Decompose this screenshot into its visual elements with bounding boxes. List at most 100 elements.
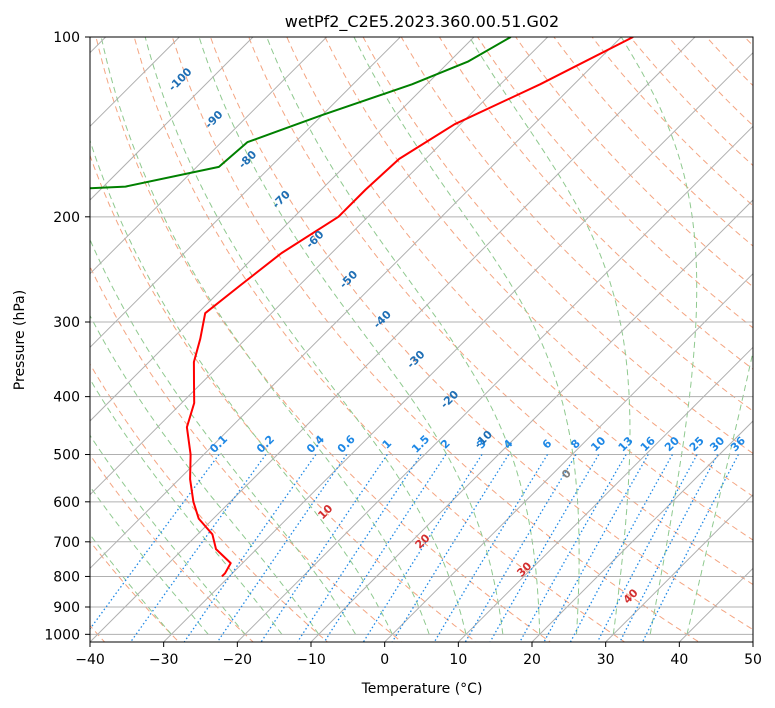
dry-adiabat <box>705 37 753 87</box>
isotherm-line <box>90 37 622 570</box>
moist-adiabat-label: -10 <box>472 428 495 451</box>
y-tick-label: 400 <box>53 390 80 406</box>
moist-adiabat-label: -30 <box>404 348 427 371</box>
isotherm-line <box>605 493 753 642</box>
moist-adiabat <box>620 37 698 635</box>
isotherm-line <box>90 37 549 496</box>
moist-adiabat-label: -80 <box>236 148 259 171</box>
isotherm-line <box>236 125 753 642</box>
mixing-ratio-label: 1.5 <box>409 433 432 456</box>
mixing-ratio-line <box>260 454 388 642</box>
dry-adiabat-label: 20 <box>413 531 433 551</box>
dry-adiabat-label: 40 <box>621 586 641 606</box>
isotherm-line <box>163 51 753 642</box>
moist-adiabat-label: -50 <box>337 268 360 291</box>
isotherm-line <box>90 37 401 349</box>
y-tick-label: 500 <box>53 448 80 464</box>
moist-adiabat-label: -40 <box>371 308 394 331</box>
mixing-ratio-label: 0.2 <box>254 433 277 456</box>
x-tick-label: −20 <box>223 652 253 668</box>
dry-adiabat <box>90 154 477 642</box>
moist-adiabat-label: -20 <box>438 388 461 411</box>
moist-adiabat <box>90 138 393 635</box>
dry-adiabats <box>90 10 775 659</box>
mixing-ratio-line <box>183 454 317 642</box>
y-tick-label: 700 <box>53 535 80 551</box>
x-tick-label: 30 <box>597 652 615 668</box>
dry-adiabat <box>400 37 753 412</box>
moist-adiabat <box>90 378 283 635</box>
dry-adiabat <box>477 37 753 329</box>
mixing-ratio-line <box>323 454 447 642</box>
dry-adiabat <box>95 37 552 642</box>
moist-adiabat <box>90 434 246 635</box>
x-tick-label: 50 <box>744 652 762 668</box>
y-tick-label: 600 <box>53 495 80 511</box>
mixing-ratio-label: 0.4 <box>304 432 327 455</box>
moist-adiabat <box>90 533 172 635</box>
dry-adiabat <box>324 37 753 498</box>
temperature-line <box>185 37 634 578</box>
mixing-ratio-line <box>489 454 600 642</box>
y-tick-label: 1000 <box>44 627 80 643</box>
mixing-ratio-label: 13 <box>616 434 636 454</box>
moist-adiabat <box>90 485 209 635</box>
dry-adiabat <box>438 37 753 370</box>
mixing-ratio-label: 8 <box>568 437 583 452</box>
chart-title: wetPf2_C2E5.2023.360.00.51.G02 <box>285 12 559 32</box>
moist-adiabat <box>353 37 580 635</box>
mixing-ratio-line <box>296 454 422 642</box>
dry-adiabat <box>90 363 329 642</box>
isotherm-line <box>90 37 328 275</box>
moist-adiabat-label: -60 <box>303 228 326 251</box>
mixing-ratio-label: 36 <box>728 434 748 454</box>
mixing-ratio-line <box>519 454 627 642</box>
isotherm-line <box>310 199 753 642</box>
x-tick-label: 10 <box>449 652 467 668</box>
mixing-ratio-lines <box>90 454 739 642</box>
mixing-ratio-label: 0.1 <box>207 433 230 456</box>
x-tick-label: −40 <box>75 652 105 668</box>
isotherm-line <box>384 272 753 642</box>
moist-adiabat-label: -90 <box>202 108 225 131</box>
isotherm-line <box>457 346 753 642</box>
isotherm-line <box>678 567 753 642</box>
dry-adiabat <box>90 265 403 642</box>
isotherm-line <box>752 641 753 642</box>
dewpoint-line <box>90 37 512 190</box>
y-tick-label: 900 <box>53 600 80 616</box>
mixing-ratio-label: 20 <box>662 434 682 454</box>
isotherm-line <box>90 37 254 201</box>
isotherm-line <box>90 37 696 642</box>
mixing-ratio-line <box>569 454 673 642</box>
mixing-ratio-label: 2 <box>438 437 453 452</box>
mixing-ratio-label: 1 <box>380 437 395 452</box>
mixing-ratio-label: 10 <box>588 434 608 454</box>
moist-adiabats <box>90 37 753 635</box>
moist-adiabat <box>686 349 753 635</box>
x-tick-label: 40 <box>670 652 688 668</box>
isotherm-line <box>90 37 475 422</box>
mixing-ratio-line <box>543 454 649 642</box>
line-labels: 0.1 0.2 0.4 0.6 1 1.5 2 3 4 6 8 10 13 16 20 25 30 3610203… <box>166 65 748 606</box>
moist-adiabat <box>144 37 467 635</box>
mixing-ratio-label: 25 <box>687 434 707 454</box>
plot-frame <box>89 36 754 643</box>
x-tick-label: −30 <box>149 652 179 668</box>
y-axis-label: Pressure (hPa) <box>12 290 28 390</box>
moist-adiabat <box>100 37 430 635</box>
moist-adiabat <box>468 37 631 635</box>
plot-area: 0.1 0.2 0.4 0.6 1 1.5 2 3 4 6 8 10 13 16 20 25 30 3610203… <box>90 10 775 659</box>
moist-adiabat-label: -70 <box>270 188 293 211</box>
dry-adiabat <box>757 10 775 659</box>
isotherm-line <box>531 420 753 642</box>
x-tick-label: 0 <box>380 652 389 668</box>
dry-adiabat <box>667 37 753 127</box>
mixing-ratio-label: 0.6 <box>335 432 358 455</box>
sounding-series <box>90 37 634 578</box>
y-tick-label: 300 <box>53 315 80 331</box>
dry-adiabat <box>362 37 753 455</box>
dry-adiabat <box>209 37 753 631</box>
dry-adiabat <box>248 37 753 586</box>
mixing-ratio-line <box>619 454 719 642</box>
